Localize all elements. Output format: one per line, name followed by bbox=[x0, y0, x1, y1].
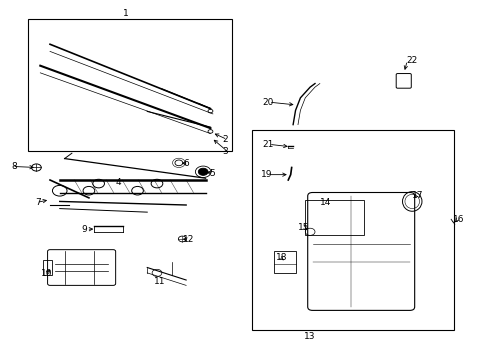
Text: 7: 7 bbox=[36, 198, 41, 207]
Bar bbox=[28, 19, 232, 152]
Bar bbox=[273, 251, 295, 273]
Text: 17: 17 bbox=[411, 190, 423, 199]
Bar bbox=[251, 130, 453, 330]
Text: 20: 20 bbox=[262, 98, 273, 107]
Text: 19: 19 bbox=[260, 170, 272, 179]
Text: 9: 9 bbox=[81, 225, 87, 234]
Bar bbox=[305, 200, 363, 235]
Text: 10: 10 bbox=[41, 269, 53, 278]
Text: 15: 15 bbox=[297, 222, 309, 231]
Text: 22: 22 bbox=[406, 56, 417, 65]
Text: 18: 18 bbox=[276, 253, 287, 262]
Text: 11: 11 bbox=[153, 277, 165, 286]
Text: 8: 8 bbox=[11, 162, 17, 171]
Text: 5: 5 bbox=[208, 169, 214, 178]
Text: 3: 3 bbox=[222, 147, 228, 156]
Text: 14: 14 bbox=[319, 198, 330, 207]
Text: 4: 4 bbox=[116, 178, 121, 187]
Text: 13: 13 bbox=[304, 332, 315, 341]
Text: 2: 2 bbox=[222, 135, 228, 144]
Text: 6: 6 bbox=[183, 159, 189, 168]
Circle shape bbox=[198, 168, 207, 175]
Text: 21: 21 bbox=[262, 140, 273, 149]
Text: 1: 1 bbox=[122, 9, 128, 18]
Text: 16: 16 bbox=[452, 215, 463, 224]
Text: 12: 12 bbox=[183, 235, 194, 244]
Bar bbox=[42, 260, 52, 275]
